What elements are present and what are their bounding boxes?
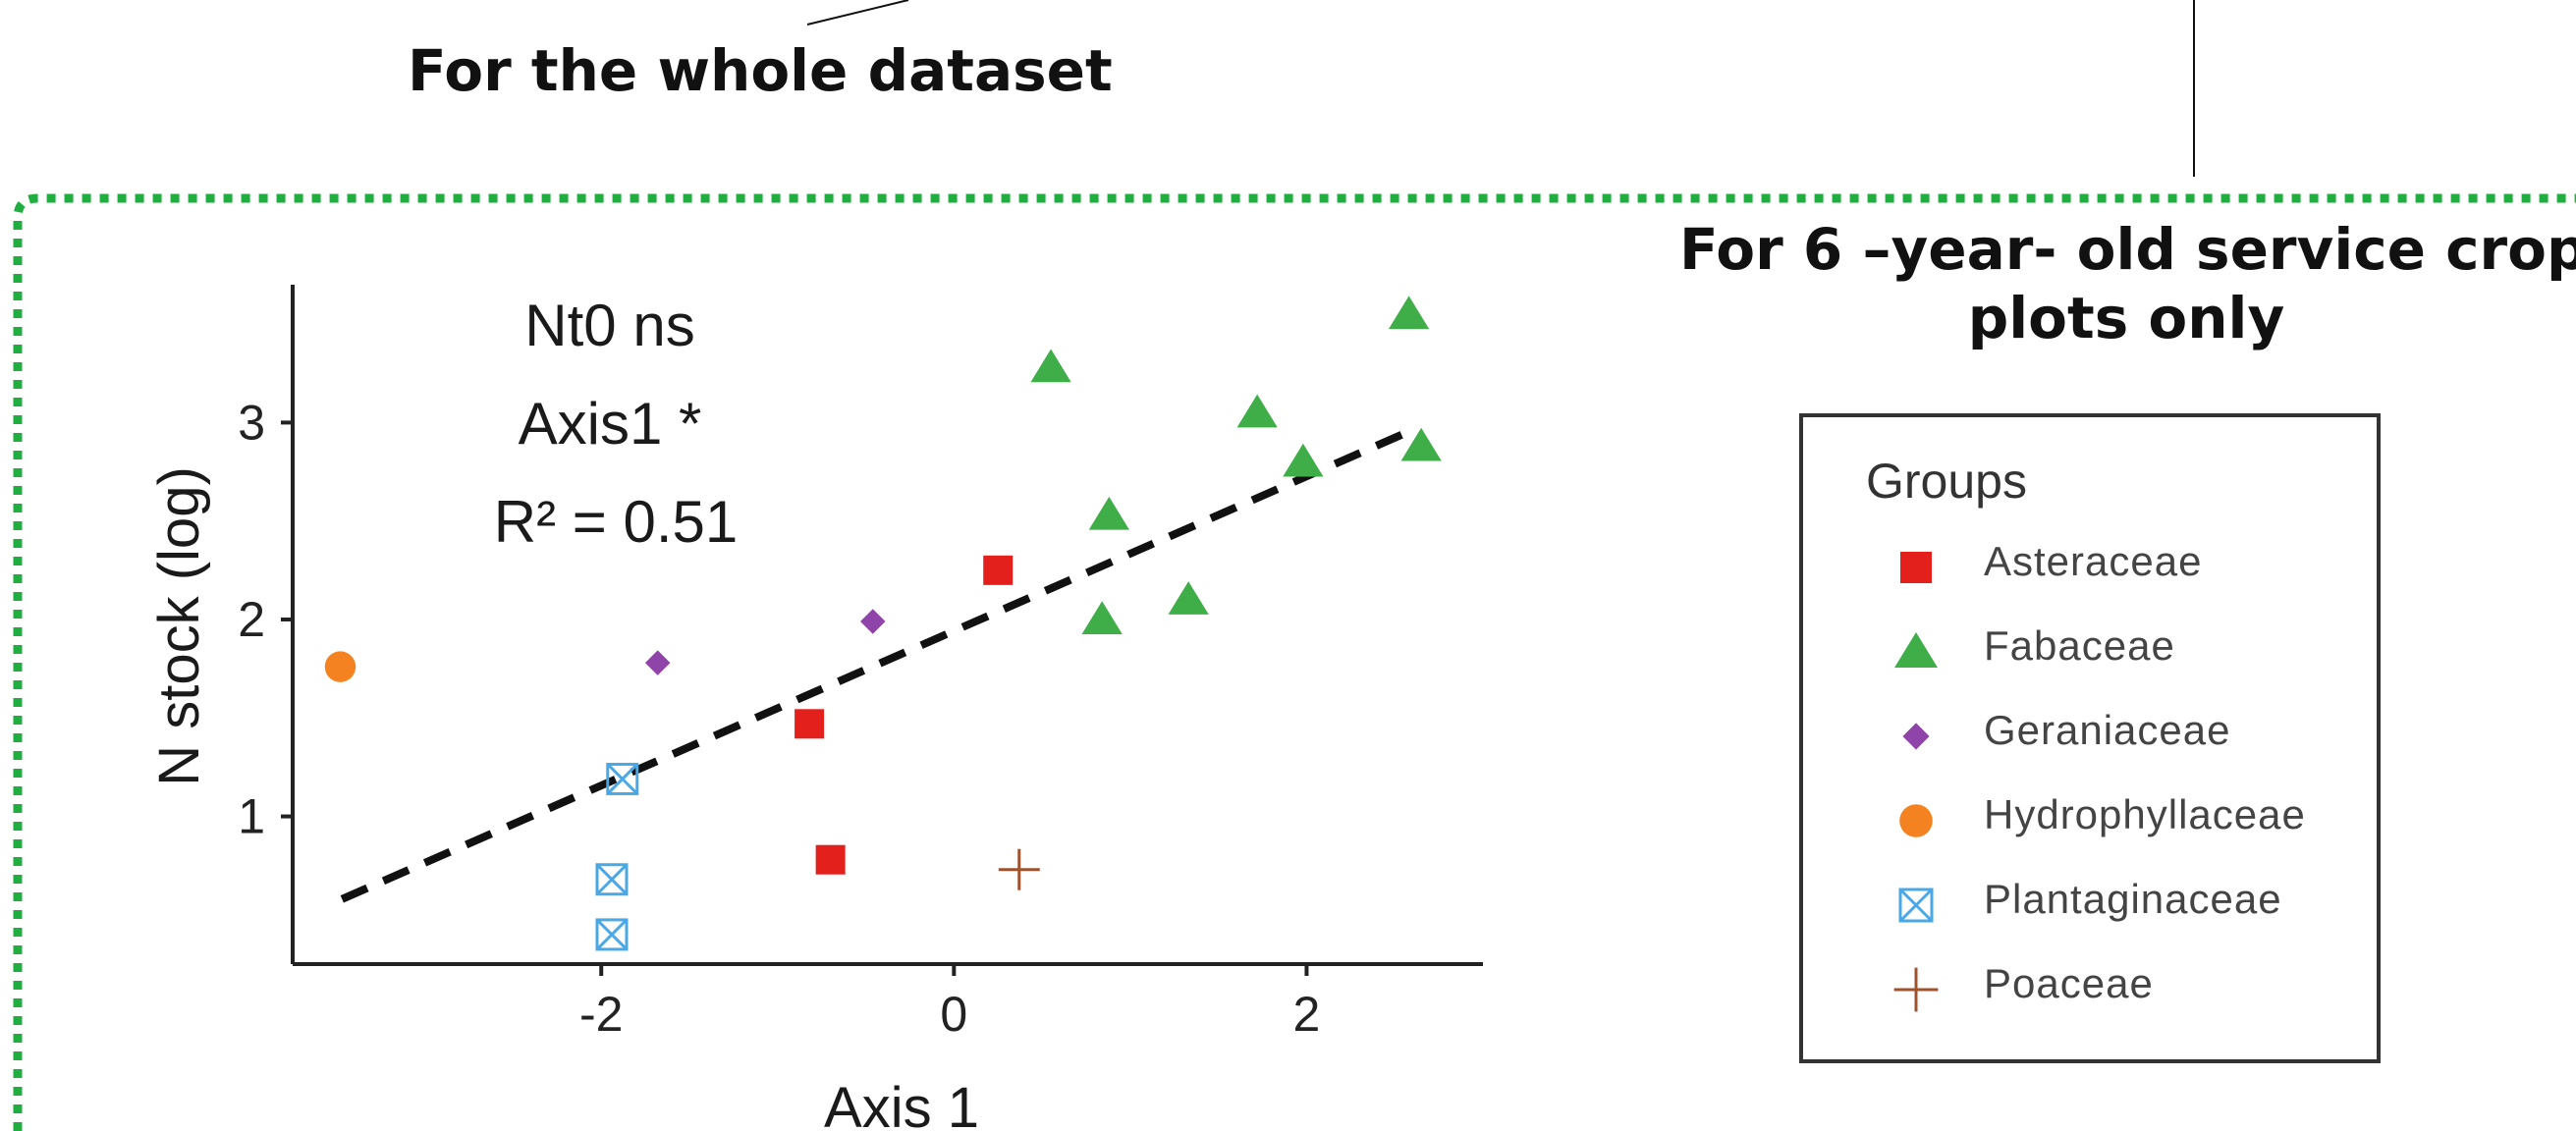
legend-label: Asteraceae: [1984, 538, 2203, 584]
legend-label: Hydrophyllaceae: [1984, 791, 2306, 837]
data-point-fabaceae: [1400, 427, 1442, 461]
data-point-geraniaceae: [859, 609, 886, 634]
x-tick-label: 0: [940, 987, 967, 1042]
legend-item-plantaginaceae: Plantaginaceae: [1803, 866, 2377, 944]
legend-label: Fabaceae: [1984, 622, 2175, 669]
legend-marker: [1899, 804, 1933, 837]
axes: -2 0 2 1 2 3: [238, 285, 1483, 1042]
data-point-fabaceae: [1283, 443, 1324, 477]
data-point-hydrophyllaceae: [324, 651, 356, 682]
data-point-poaceae: [998, 848, 1040, 890]
callout-six-year-line1: For 6 –year- old service crops: [1679, 216, 2576, 283]
callout-six-year-plots: For 6 –year- old service crops plots onl…: [1679, 216, 2576, 352]
data-point-asteraceae: [815, 844, 846, 875]
dotted-frame: [13, 193, 2576, 1131]
legend-item-fabaceae: Fabaceae: [1803, 613, 2377, 691]
regression-line: [340, 424, 1418, 903]
legend: Groups Asteraceae Fabaceae Geraniaceae Hydr…: [1799, 413, 2381, 1063]
data-point-plantaginaceae: [595, 863, 629, 896]
stats-annotation: Nt0 ns Axis1 * R² = 0.51: [494, 293, 738, 555]
x-tick-label: -2: [579, 987, 623, 1042]
stat-r-squared: R² = 0.51: [494, 489, 738, 555]
callout-pointer-left: [806, 0, 909, 26]
y-tick-label: 2: [238, 592, 265, 647]
legend-item-poaceae: Poaceae: [1803, 950, 2377, 1029]
legend-label: Poaceae: [1984, 960, 2154, 1006]
y-axis-title: N stock (log): [147, 466, 211, 786]
data-point-plantaginaceae: [606, 762, 639, 795]
data-point-fabaceae: [1088, 496, 1129, 530]
legend-symbol-circle: [1899, 804, 1933, 837]
x-tick-label: 2: [1293, 987, 1321, 1042]
regression-line-group: [340, 424, 1418, 903]
data-point-fabaceae: [1081, 601, 1123, 634]
data-point-plantaginaceae: [595, 918, 629, 951]
legend-label: Geraniaceae: [1984, 707, 2231, 753]
y-tick-label: 1: [238, 789, 265, 844]
x-axis-title: Axis 1: [824, 1076, 979, 1131]
callout-whole-dataset: For the whole dataset: [408, 37, 1113, 104]
data-point-fabaceae: [1236, 394, 1278, 428]
legend-symbol-boxed-x: [1898, 888, 1934, 923]
legend-marker: [1893, 967, 1939, 1012]
data-point-fabaceae: [1388, 296, 1430, 330]
data-point-fabaceae: [1030, 349, 1071, 383]
data-point-asteraceae: [983, 555, 1014, 585]
legend-title: Groups: [1866, 454, 2027, 509]
legend-symbol-plus: [1893, 967, 1939, 1012]
legend-marker: [1898, 888, 1934, 923]
legend-item-geraniaceae: Geraniaceae: [1803, 697, 2377, 776]
stat-nt0: Nt0 ns: [524, 293, 694, 358]
legend-item-hydrophyllaceae: Hydrophyllaceae: [1803, 781, 2377, 860]
data-point-asteraceae: [795, 709, 825, 739]
legend-item-asteraceae: Asteraceae: [1803, 528, 2377, 607]
data-point-fabaceae: [1168, 581, 1209, 615]
callout-six-year-line2: plots only: [1967, 284, 2285, 351]
legend-marker: [1900, 552, 1932, 583]
y-tick-label: 3: [238, 395, 265, 450]
legend-symbol-triangle: [1894, 632, 1938, 668]
legend-marker: [1902, 723, 1930, 750]
legend-marker: [1894, 632, 1938, 668]
stat-axis1: Axis1 *: [519, 391, 702, 457]
legend-symbol-square: [1900, 552, 1932, 583]
data-points: [324, 296, 1442, 951]
data-point-geraniaceae: [644, 650, 671, 675]
legend-label: Plantaginaceae: [1984, 876, 2282, 922]
legend-symbol-diamond: [1902, 723, 1930, 750]
